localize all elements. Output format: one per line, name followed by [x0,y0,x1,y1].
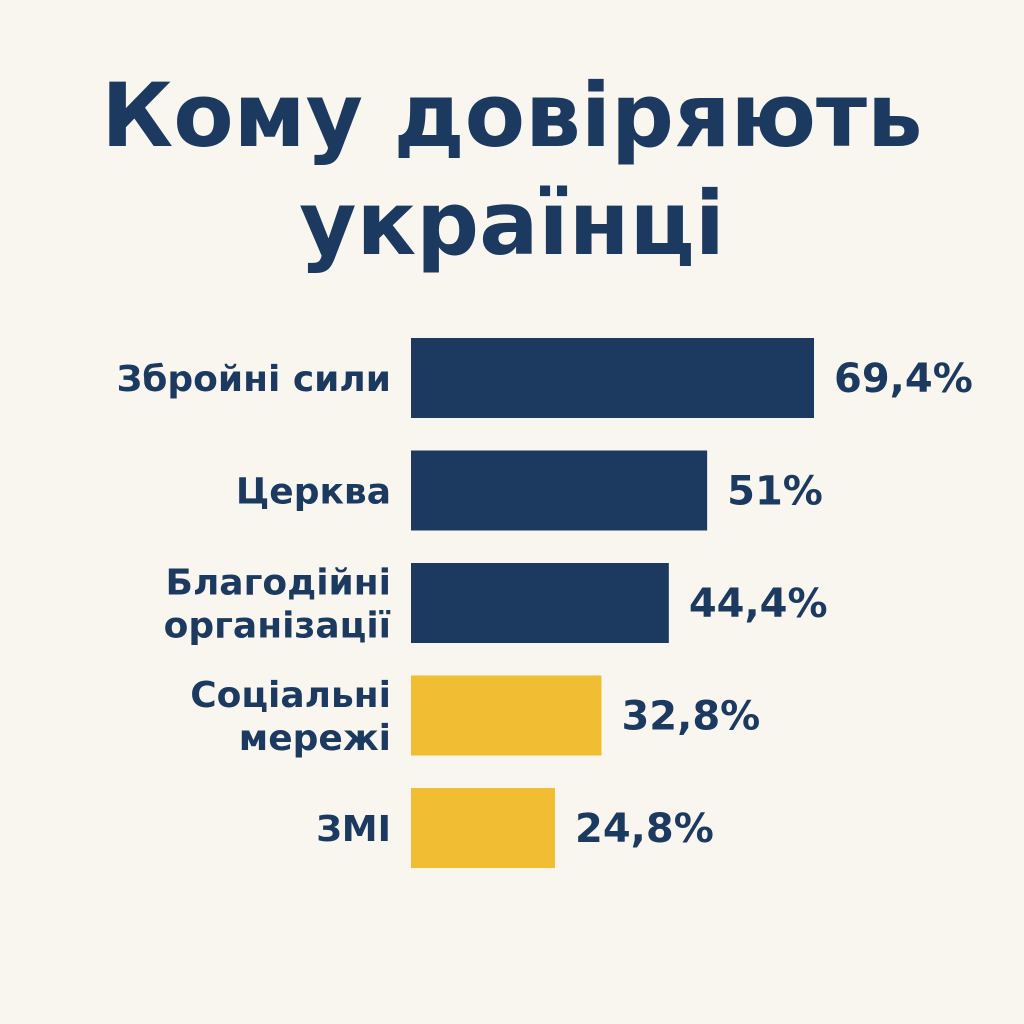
category-label-1: Церква [236,472,391,513]
value-label-3: 32,8% [621,694,760,740]
bar-1 [411,450,708,531]
category-label-4-line-0: ЗМІ [316,809,391,850]
value-label-4: 24,8% [575,806,714,852]
category-label-2-line-0: Благодійні [166,563,392,604]
bar-0 [411,338,814,418]
chart-title-line-1: Кому довіряють [101,64,923,167]
category-label-3-line-1: мережі [239,718,391,759]
category-label-3-line-0: Соціальні [190,675,391,716]
category-label-3: Соціальні мережі [190,675,391,759]
category-label-0-line-0: Збройні сили [117,359,391,400]
category-label-2: Благодійні організації [164,563,391,647]
category-label-2-line-1: організації [164,606,391,647]
category-label-1-line-0: Церква [236,472,391,513]
value-label-2: 44,4% [689,581,828,627]
bar-4 [411,788,556,868]
category-label-4: ЗМІ [316,809,391,850]
category-label-0: Збройні сили [117,359,391,400]
chart-title-line-2: українці [299,172,725,275]
value-label-1: 51% [727,469,823,515]
chart-title: Кому довіряють українці [0,62,1024,278]
bar-2 [411,563,669,643]
bar-3 [411,675,602,756]
value-label-0: 69,4% [834,356,973,402]
